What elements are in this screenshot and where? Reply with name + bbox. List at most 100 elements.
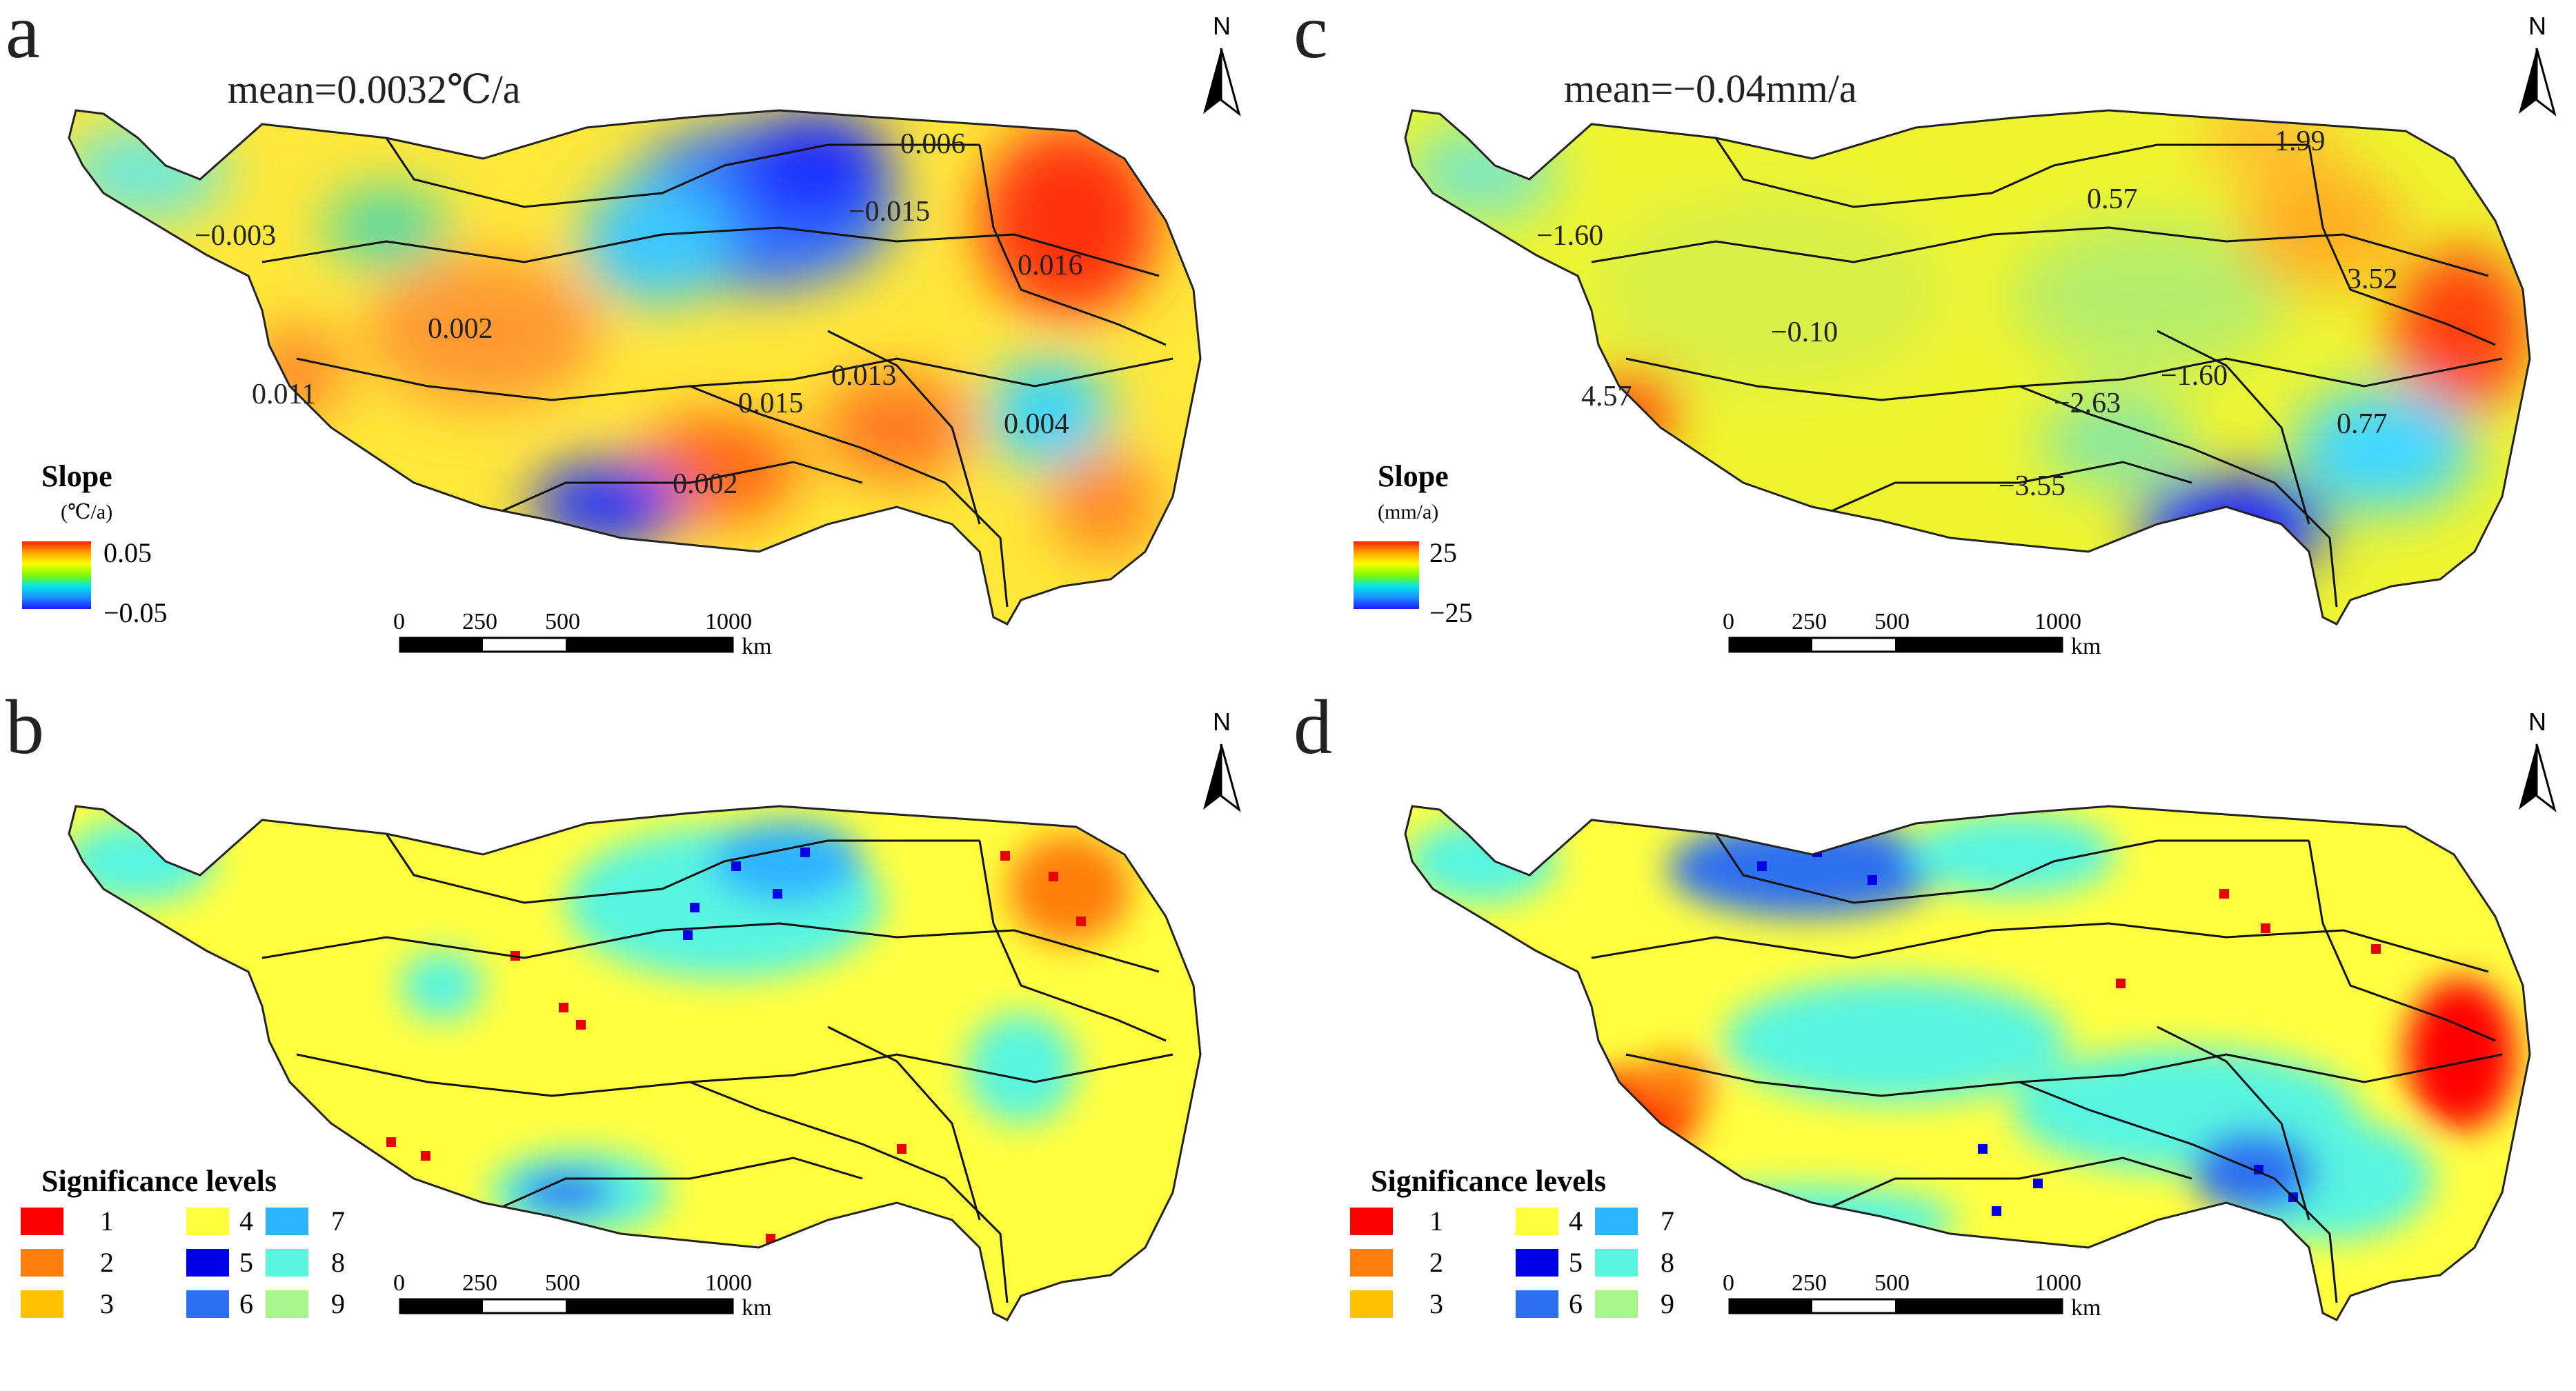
- svg-text:km: km: [742, 1295, 771, 1321]
- legend-max-a: 0.05: [103, 537, 152, 568]
- svg-text:1000: 1000: [705, 609, 752, 634]
- svg-text:9: 9: [331, 1288, 345, 1319]
- annotation: 0.002: [673, 468, 738, 500]
- annotation: 0.015: [738, 388, 804, 419]
- svg-text:9: 9: [1661, 1288, 1674, 1319]
- legend-min-a: −0.05: [103, 597, 168, 628]
- map-b: Significance levels 1 2 3 4 5 6 7 8 9 0 …: [21, 708, 1241, 1321]
- svg-text:2: 2: [100, 1247, 114, 1278]
- svg-text:7: 7: [1661, 1205, 1674, 1237]
- map-a: −0.003 0.002 0.011 0.006 −0.015 0.016 0.…: [22, 12, 1241, 659]
- svg-text:1000: 1000: [705, 1270, 752, 1296]
- plateau-outline-c: [1404, 109, 2531, 626]
- legend-max-c: 25: [1429, 537, 1457, 568]
- svg-text:500: 500: [1874, 1270, 1910, 1296]
- annotation: 0.002: [428, 313, 493, 345]
- svg-text:250: 250: [1792, 1270, 1827, 1296]
- scale-bar-b: 0 250 500 1000 km: [393, 1270, 771, 1321]
- basin-boundaries-a: [261, 137, 1173, 608]
- north-arrow-c: N: [2519, 12, 2557, 117]
- panel-d: Significance levels 1 2 3 4 5 6 7 8 9 0 …: [1288, 696, 2576, 1391]
- mean-label-a: mean=0.0032℃/a: [228, 67, 521, 112]
- svg-text:Significance levels: Significance levels: [41, 1164, 277, 1198]
- north-arrow-b: N: [1203, 708, 1241, 812]
- svg-text:250: 250: [462, 609, 497, 634]
- mean-label-c: mean=−0.04mm/a: [1564, 66, 1857, 111]
- annotation: 1.99: [2275, 126, 2326, 157]
- svg-text:250: 250: [462, 1270, 497, 1296]
- panel-label-b: b: [6, 696, 44, 770]
- svg-text:4: 4: [239, 1205, 253, 1237]
- panel-label-d: d: [1294, 696, 1332, 770]
- slope-raster-c: [1405, 110, 2530, 624]
- legend-min-c: −25: [1429, 597, 1473, 628]
- significance-legend-b: Significance levels 1 2 3 4 5 6 7 8 9: [21, 1164, 345, 1319]
- annotation: 0.004: [1004, 408, 1069, 440]
- significance-raster-b: [69, 806, 1200, 1320]
- map-c: −1.60 1.99 0.57 3.52 −0.10 4.57 −1.60 −2…: [1354, 12, 2557, 659]
- svg-text:1000: 1000: [2034, 609, 2081, 634]
- svg-text:8: 8: [1661, 1247, 1674, 1278]
- annotation: −0.003: [195, 220, 276, 252]
- plateau-outline-a: [68, 109, 1202, 626]
- annotation: −1.60: [1536, 220, 1603, 252]
- north-arrow-d: N: [2519, 708, 2557, 812]
- annotation: −1.60: [2161, 360, 2228, 392]
- map-d: Significance levels 1 2 3 4 5 6 7 8 9 0 …: [1350, 708, 2557, 1321]
- svg-text:N: N: [2528, 708, 2546, 736]
- svg-text:N: N: [1213, 708, 1231, 736]
- svg-text:0: 0: [1723, 609, 1734, 634]
- svg-text:8: 8: [331, 1247, 345, 1278]
- svg-text:2: 2: [1429, 1247, 1443, 1278]
- annotation: 0.013: [831, 360, 897, 392]
- annotation: 4.57: [1581, 381, 1632, 412]
- legend-title-a: Slope: [41, 459, 112, 493]
- scale-bar-a: 0 250 500 1000 km: [393, 609, 771, 659]
- annotations-c: −1.60 1.99 0.57 3.52 −0.10 4.57 −1.60 −2…: [1536, 126, 2398, 502]
- panel-a: −0.003 0.002 0.011 0.006 −0.015 0.016 0.…: [0, 0, 1288, 695]
- svg-text:N: N: [2528, 12, 2546, 40]
- svg-text:0: 0: [393, 609, 405, 634]
- basin-boundaries-c: [1591, 137, 2503, 608]
- plateau-outline-b: [68, 805, 1202, 1321]
- svg-text:3: 3: [1429, 1288, 1443, 1319]
- svg-text:1: 1: [1429, 1205, 1443, 1237]
- svg-text:3: 3: [100, 1288, 114, 1319]
- annotation: −0.015: [849, 196, 930, 228]
- svg-text:1: 1: [100, 1205, 114, 1237]
- panel-b: Significance levels 1 2 3 4 5 6 7 8 9 0 …: [0, 696, 1288, 1391]
- svg-text:km: km: [742, 634, 771, 659]
- annotation: 0.011: [252, 379, 316, 410]
- annotation: −3.55: [1999, 470, 2065, 502]
- panel-label-c: c: [1294, 0, 1328, 74]
- north-arrow-a: N: [1203, 12, 1241, 117]
- legend-unit-a: (℃/a): [61, 501, 112, 523]
- svg-text:7: 7: [331, 1205, 345, 1237]
- significance-legend-d: Significance levels 1 2 3 4 5 6 7 8 9: [1350, 1164, 1674, 1319]
- svg-text:4: 4: [1569, 1205, 1583, 1237]
- svg-text:500: 500: [1874, 609, 1910, 634]
- plateau-outline-d: [1404, 805, 2531, 1321]
- svg-text:0: 0: [393, 1270, 405, 1296]
- annotation: 0.016: [1018, 250, 1083, 281]
- panel-c: −1.60 1.99 0.57 3.52 −0.10 4.57 −1.60 −2…: [1288, 0, 2576, 695]
- significance-raster-d: [1405, 806, 2530, 1320]
- svg-text:5: 5: [1569, 1247, 1583, 1278]
- panel-label-a: a: [6, 0, 40, 74]
- annotation: −2.63: [2054, 388, 2121, 419]
- legend-colorbar-c: [1354, 541, 1419, 609]
- significant-pixels-b: [386, 851, 1086, 1243]
- annotation: −0.10: [1771, 317, 1838, 348]
- annotation: 0.006: [900, 128, 966, 160]
- svg-text:N: N: [1213, 12, 1231, 40]
- svg-text:500: 500: [545, 609, 580, 634]
- legend-colorbar-a: [22, 541, 91, 609]
- svg-text:km: km: [2071, 1295, 2101, 1321]
- svg-text:km: km: [2071, 634, 2101, 659]
- legend-unit-c: (mm/a): [1378, 501, 1438, 523]
- svg-text:5: 5: [239, 1247, 253, 1278]
- legend-title-c: Slope: [1378, 459, 1449, 493]
- svg-text:6: 6: [1569, 1288, 1583, 1319]
- annotation: 0.77: [2337, 408, 2388, 440]
- scale-bar-c: 0 250 500 1000 km: [1723, 609, 2101, 659]
